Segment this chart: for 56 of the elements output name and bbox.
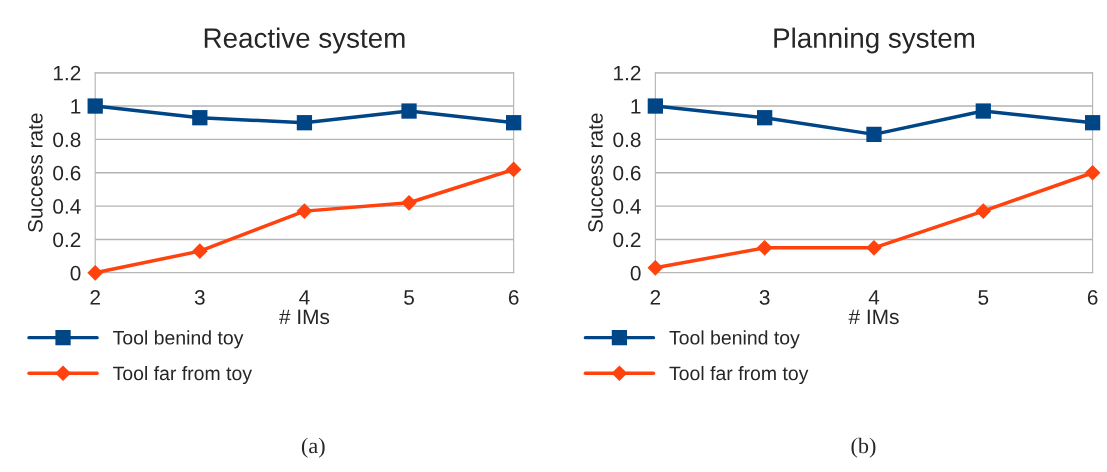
point xyxy=(192,110,208,126)
y-tick-label: 0.8 xyxy=(53,132,81,148)
point xyxy=(975,203,992,219)
y-tick-label: 0.2 xyxy=(613,232,641,248)
x-tick-label: 3 xyxy=(759,290,770,305)
legend-label: Tool benind toy xyxy=(113,330,244,349)
point xyxy=(756,239,773,256)
y-tick-label: 1 xyxy=(71,99,81,114)
point xyxy=(401,194,417,211)
point xyxy=(505,161,522,178)
y-tick-label: 1.2 xyxy=(53,65,81,81)
point xyxy=(647,259,664,276)
x-tick-label: 2 xyxy=(650,290,661,305)
point xyxy=(866,126,882,143)
x-tick-label: 3 xyxy=(194,290,205,305)
y-tick-label: 0.6 xyxy=(53,165,81,181)
x-axis-title: # IMs xyxy=(279,309,330,325)
x-tick-label: 5 xyxy=(978,290,989,305)
legend-label: Tool far from toy xyxy=(669,365,809,385)
x-tick-label: 6 xyxy=(1087,290,1098,305)
y-axis-title: Success rate xyxy=(588,113,603,233)
point xyxy=(1084,164,1101,181)
y-tick-label: 0.2 xyxy=(53,232,81,248)
y-tick-label: 0 xyxy=(630,265,641,281)
point xyxy=(401,103,417,119)
point xyxy=(296,115,313,131)
text: (b) xyxy=(851,437,876,458)
point xyxy=(296,203,313,219)
point xyxy=(975,103,991,119)
legend-label: Tool far from toy xyxy=(113,365,252,385)
y-tick-label: 1.2 xyxy=(614,65,641,81)
point xyxy=(647,98,663,114)
x-tick-label: 4 xyxy=(299,290,310,305)
y-tick-label: 0.4 xyxy=(53,199,81,214)
y-tick-label: 0.6 xyxy=(613,165,641,181)
y-tick-label: 0.4 xyxy=(613,199,641,214)
x-tick-label: 6 xyxy=(508,290,519,305)
point xyxy=(866,239,882,256)
y-tick-label: 1 xyxy=(631,99,641,114)
y-tick-label: 0.8 xyxy=(613,132,641,148)
y-tick-label: 0 xyxy=(70,265,81,281)
point xyxy=(1084,115,1101,131)
text: (a) xyxy=(301,437,325,458)
x-tick-label: 4 xyxy=(868,290,880,305)
point xyxy=(87,98,103,114)
legend-label: Tool benind toy xyxy=(669,330,800,349)
point xyxy=(191,243,208,259)
point xyxy=(87,264,104,281)
chart-title: Planning system xyxy=(774,27,975,54)
x-tick-label: 2 xyxy=(90,290,100,305)
point xyxy=(757,110,773,126)
point xyxy=(506,115,522,131)
y-axis-title: Success rate xyxy=(27,113,43,233)
chart-title: Reactive system xyxy=(204,27,405,54)
x-tick-label: 5 xyxy=(404,290,414,305)
x-axis-title: # IMs xyxy=(848,309,899,325)
